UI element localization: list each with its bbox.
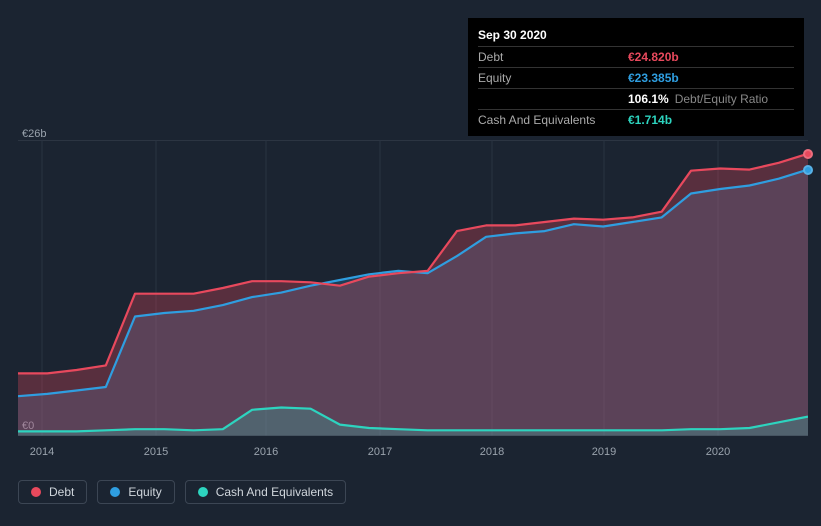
x-axis-tick: 2016 xyxy=(254,446,278,458)
x-axis-tick: 2020 xyxy=(706,446,730,458)
y-axis-label: €26b xyxy=(22,128,46,140)
x-axis-tick: 2017 xyxy=(368,446,392,458)
tooltip-row-extra: Debt/Equity Ratio xyxy=(675,92,768,106)
legend-item-label: Equity xyxy=(128,485,161,499)
legend-item-label: Debt xyxy=(49,485,74,499)
series-end-marker xyxy=(803,165,813,175)
tooltip-row-value: €24.820b xyxy=(628,50,679,64)
legend-dot-icon xyxy=(31,487,41,497)
tooltip-row-label: Debt xyxy=(478,50,628,64)
legend: Debt Equity Cash And Equivalents xyxy=(18,480,346,504)
tooltip-row-value: €23.385b xyxy=(628,71,679,85)
x-axis-tick: 2014 xyxy=(30,446,54,458)
tooltip-panel: Sep 30 2020 Debt€24.820bEquity€23.385b10… xyxy=(468,18,804,136)
tooltip-row: 106.1% Debt/Equity Ratio xyxy=(478,88,794,109)
tooltip-row: Debt€24.820b xyxy=(478,46,794,67)
legend-item-label: Cash And Equivalents xyxy=(216,485,333,499)
x-axis-tick: 2019 xyxy=(592,446,616,458)
legend-item[interactable]: Debt xyxy=(18,480,87,504)
tooltip-row: Cash And Equivalents€1.714b xyxy=(478,109,794,130)
tooltip-row-value: €1.714b xyxy=(628,113,672,127)
x-axis-tick: 2018 xyxy=(480,446,504,458)
legend-dot-icon xyxy=(198,487,208,497)
tooltip-row-value: 106.1% xyxy=(628,92,669,106)
area-chart-svg xyxy=(18,140,808,436)
tooltip-row-label: Cash And Equivalents xyxy=(478,113,628,127)
x-axis: 2014 2015 2016 2017 2018 2019 2020 xyxy=(18,440,808,462)
chart-area xyxy=(18,140,808,436)
tooltip-row: Equity€23.385b xyxy=(478,67,794,88)
legend-item[interactable]: Cash And Equivalents xyxy=(185,480,346,504)
tooltip-date: Sep 30 2020 xyxy=(478,24,794,46)
tooltip-row-label: Equity xyxy=(478,71,628,85)
tooltip-row-label xyxy=(478,92,628,106)
series-end-marker xyxy=(803,149,813,159)
legend-item[interactable]: Equity xyxy=(97,480,174,504)
legend-dot-icon xyxy=(110,487,120,497)
x-axis-tick: 2015 xyxy=(144,446,168,458)
